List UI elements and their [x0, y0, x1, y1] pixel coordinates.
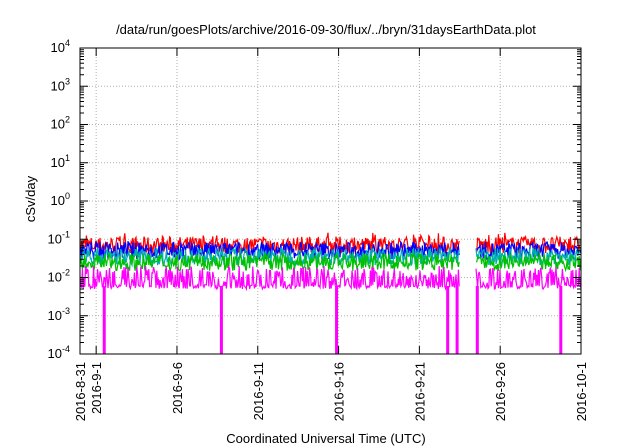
y-tick-label: 10-1 [48, 229, 70, 246]
chart-title: /data/run/goesPlots/archive/2016-09-30/f… [116, 22, 536, 37]
y-tick-label: 103 [51, 76, 70, 93]
x-tick-label: 2016-9-21 [412, 362, 427, 421]
series-line [79, 240, 460, 261]
y-tick-label: 101 [51, 153, 70, 170]
y-tick-label: 10-3 [48, 306, 70, 323]
y-tick-label: 104 [51, 38, 70, 55]
ticks: 10-4 10-3 10-2 10-1 100 101 102 103 104 2016-8-31… [48, 38, 589, 421]
x-axis-label: Coordinated Universal Time (UTC) [226, 431, 425, 446]
x-tick-label: 2016-8-31 [73, 362, 88, 421]
x-tick-label: 2016-9-26 [493, 362, 508, 421]
x-tick-label: 2016-9-11 [251, 362, 266, 420]
y-tick-label: 10-2 [48, 268, 70, 285]
y-tick-label: 100 [51, 191, 70, 208]
series-line [476, 251, 582, 273]
series-line [79, 251, 460, 272]
x-tick-label: 2016-9-1 [89, 362, 104, 414]
plot-area [79, 232, 582, 354]
y-axis-label: cSv/day [23, 175, 38, 222]
series-line [475, 246, 582, 266]
grid [80, 48, 581, 354]
x-tick-label: 2016-9-6 [170, 362, 185, 414]
x-tick-label: 2016-9-16 [332, 362, 347, 421]
y-tick-label: 102 [51, 115, 70, 132]
series-line [79, 264, 460, 292]
x-tick-label: 2016-10-1 [574, 362, 589, 421]
y-tick-label: 10-4 [48, 344, 70, 361]
series-line [475, 266, 582, 291]
